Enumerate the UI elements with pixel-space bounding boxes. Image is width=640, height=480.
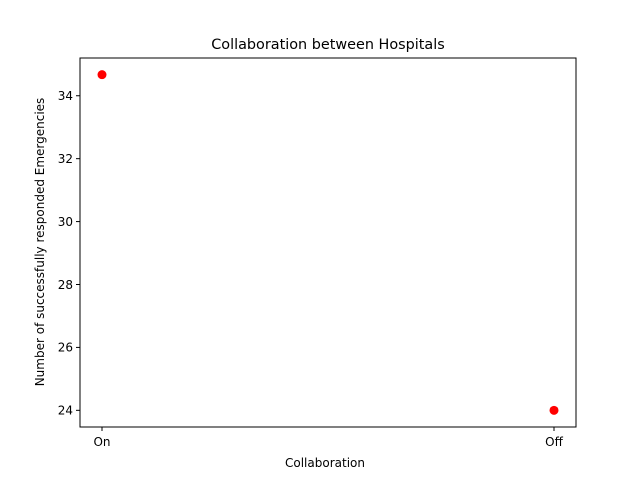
y-tick-label: 28	[58, 278, 73, 292]
chart-title: Collaboration between Hospitals	[211, 37, 445, 53]
plot-frame	[79, 57, 577, 428]
y-tick-label: 26	[58, 341, 73, 355]
y-axis-label: Number of successfully responded Emergen…	[33, 98, 47, 387]
x-axis-label: Collaboration	[285, 456, 365, 470]
x-tick-label: On	[93, 435, 110, 449]
data-points	[97, 70, 559, 415]
y-tick-label: 34	[58, 89, 73, 103]
y-tick-label: 30	[58, 215, 73, 229]
x-tick-label: Off	[545, 435, 563, 449]
data-point	[549, 405, 559, 415]
y-tick-label: 32	[58, 152, 73, 166]
data-point	[97, 70, 107, 80]
y-tick-label: 24	[58, 404, 73, 418]
axis-ticks: 24 26 28 30 32 34 On Off	[58, 89, 564, 449]
